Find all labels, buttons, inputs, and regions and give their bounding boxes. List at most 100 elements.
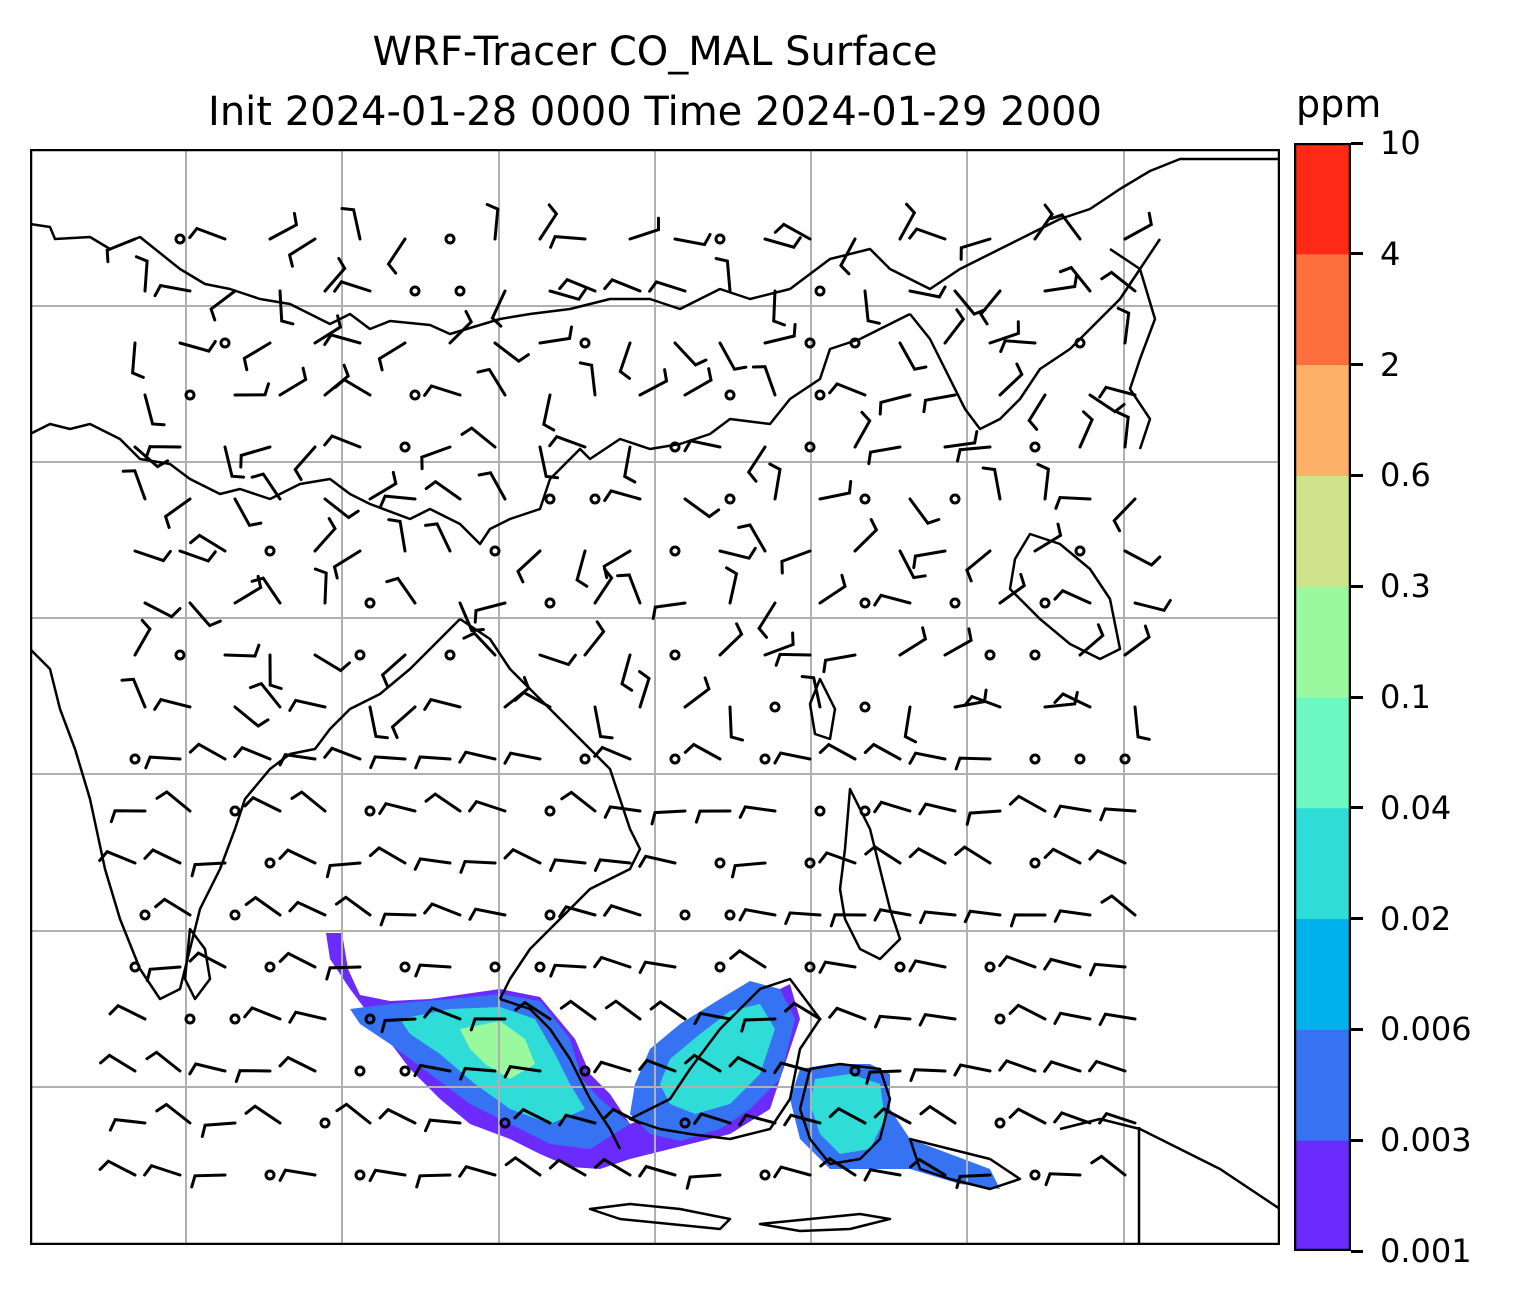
wind-barb <box>424 479 462 501</box>
colorbar-tick <box>1351 1249 1363 1253</box>
wind-barb <box>468 799 507 813</box>
wind-barb <box>1053 804 1092 818</box>
wind-barb <box>155 790 192 813</box>
wind-barb <box>188 226 227 241</box>
wind-barb <box>603 1107 642 1125</box>
wind-barb <box>134 255 149 293</box>
calm-wind-marker <box>264 857 276 869</box>
wind-barb <box>864 844 902 865</box>
wind-barb <box>1090 1154 1127 1177</box>
calm-wind-marker <box>984 961 996 973</box>
wind-barb <box>143 601 182 619</box>
colorbar-tick-label: 0.6 <box>1380 456 1431 495</box>
wind-barb <box>1078 410 1094 449</box>
wind-barb <box>313 517 337 553</box>
wind-barb <box>233 497 263 527</box>
calm-wind-marker <box>714 961 726 973</box>
colorbar-segment <box>1294 918 1351 1030</box>
calm-wind-marker <box>669 753 681 765</box>
wind-barb <box>423 697 462 711</box>
wind-barb <box>1008 1003 1047 1021</box>
calm-wind-marker <box>354 1169 366 1181</box>
wind-barb <box>1058 265 1092 293</box>
wind-barb <box>460 426 497 449</box>
colorbar-tick-label: 0.3 <box>1380 567 1431 606</box>
wind-barb <box>998 954 1037 969</box>
wind-barb <box>965 549 992 583</box>
wind-barb <box>493 341 530 364</box>
wind-barb <box>323 363 350 397</box>
colorbar-segment <box>1294 475 1351 587</box>
colorbar-tick <box>1351 141 1363 145</box>
wind-barb <box>325 861 362 879</box>
wind-barb <box>538 445 560 480</box>
wind-barb <box>1100 270 1137 293</box>
wind-barb <box>325 965 362 981</box>
calm-wind-marker <box>814 285 826 297</box>
wind-barb <box>954 845 992 865</box>
wind-barb <box>1100 894 1137 917</box>
wind-barb <box>1043 691 1079 709</box>
calm-wind-marker <box>489 961 501 973</box>
colorbar-tick <box>1351 473 1363 477</box>
wind-barb <box>784 1001 822 1021</box>
wind-barb <box>1049 213 1082 241</box>
wind-barb <box>248 681 282 709</box>
calm-wind-marker <box>949 597 961 609</box>
wind-barb <box>965 809 1002 826</box>
wind-barb <box>898 341 928 371</box>
wind-barb <box>200 1121 237 1138</box>
calm-wind-marker <box>859 597 871 609</box>
wind-barb <box>178 340 217 353</box>
wind-barb <box>593 858 632 872</box>
wind-barb <box>1043 273 1079 293</box>
wind-barb <box>737 523 767 553</box>
wind-barb <box>763 631 795 657</box>
colorbar-segment <box>1294 364 1351 476</box>
wind-barb <box>922 393 957 414</box>
wind-barb <box>549 235 587 249</box>
calm-wind-marker <box>399 961 411 973</box>
wind-barb <box>538 325 573 345</box>
wind-barb <box>718 622 744 657</box>
wind-barb <box>335 1102 372 1125</box>
wind-barb <box>516 549 542 584</box>
wind-barb <box>918 1012 957 1027</box>
wind-barb <box>503 847 542 865</box>
wind-barb <box>728 705 744 742</box>
colorbar-tick <box>1351 1138 1363 1142</box>
wind-barb <box>250 472 282 501</box>
wind-barb <box>918 802 957 816</box>
colorbar-tick <box>1351 806 1363 810</box>
wind-barb <box>98 1159 137 1177</box>
wind-barb <box>377 341 407 372</box>
wind-barb <box>998 1059 1037 1073</box>
wind-barb <box>603 489 642 502</box>
wind-barb <box>909 1068 947 1082</box>
wind-barb <box>1053 1111 1092 1125</box>
map-border <box>30 149 1280 1245</box>
wind-barb <box>943 627 973 657</box>
calm-wind-marker <box>859 493 871 505</box>
calm-wind-marker <box>174 649 186 661</box>
wind-barb <box>448 310 474 345</box>
wind-barb <box>189 533 227 553</box>
wind-barb <box>223 445 245 479</box>
wind-barb <box>413 1063 452 1078</box>
calm-wind-marker <box>579 1065 591 1077</box>
wind-barb <box>99 1053 137 1073</box>
wind-barb <box>867 445 902 466</box>
wind-barb <box>757 601 777 639</box>
wind-barb <box>1078 623 1105 657</box>
calm-wind-marker <box>1029 649 1041 661</box>
wind-barb <box>1054 495 1092 510</box>
wind-barb <box>956 445 992 463</box>
calm-wind-marker <box>1074 337 1086 349</box>
calm-wind-marker <box>679 909 691 921</box>
wind-barb <box>1098 385 1137 399</box>
calm-wind-marker <box>589 493 601 505</box>
calm-wind-marker <box>409 285 421 297</box>
wind-barb <box>424 1118 462 1133</box>
calm-wind-marker <box>1029 857 1041 869</box>
calm-wind-marker <box>724 389 736 401</box>
